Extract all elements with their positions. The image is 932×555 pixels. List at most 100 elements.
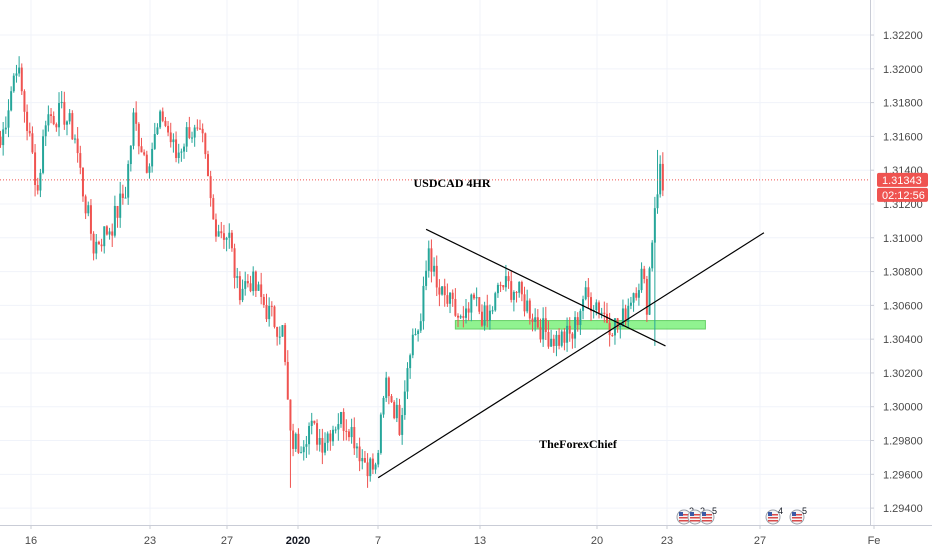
candle <box>161 107 164 123</box>
candle <box>324 432 327 456</box>
candle <box>294 432 297 452</box>
price-axis[interactable]: 1.29400 1.29600 1.29800 1.30000 1.30200 1.304… <box>870 30 923 515</box>
candle <box>214 213 217 242</box>
candle-body <box>289 399 292 431</box>
candle-body <box>161 111 164 121</box>
candle-body <box>643 268 646 279</box>
candle-body <box>377 452 380 465</box>
candle <box>153 122 156 150</box>
candle-body <box>55 124 58 128</box>
candle-body <box>302 446 305 453</box>
candle-body <box>132 112 135 146</box>
price-tick-label: 1.30600 <box>883 300 923 312</box>
trendline-rising-support[interactable] <box>377 232 765 479</box>
flag-canton <box>792 512 796 516</box>
candle <box>169 122 172 148</box>
candle <box>366 453 369 488</box>
candle-body <box>483 305 486 326</box>
candle-body <box>175 139 178 159</box>
candle <box>73 134 76 144</box>
candle <box>454 288 457 317</box>
trendline-falling-resistance[interactable] <box>425 228 666 347</box>
candle-body <box>414 334 417 336</box>
candle <box>488 304 491 330</box>
candle <box>523 286 526 317</box>
candle <box>276 326 279 346</box>
event-count-label: 5 <box>712 506 717 516</box>
candle <box>598 300 600 319</box>
candle <box>417 329 420 342</box>
candle-body <box>76 138 79 154</box>
candle <box>7 99 10 138</box>
us-flag-event-icon[interactable]: 5 <box>789 506 807 525</box>
us-flag-event-icon[interactable]: 4 <box>765 506 783 525</box>
candle <box>172 133 175 153</box>
candle <box>515 291 518 303</box>
flag-canton <box>690 512 694 516</box>
candle <box>18 56 21 77</box>
flag-stripe <box>679 514 689 516</box>
candle-body <box>425 270 428 286</box>
candle <box>97 240 100 245</box>
candle-body <box>619 325 622 328</box>
candle-body <box>111 231 114 236</box>
candle-body <box>217 231 220 237</box>
candle-body <box>193 127 196 138</box>
candle <box>180 148 183 162</box>
candle-body <box>379 414 382 453</box>
candle <box>467 302 470 321</box>
time-tick-label: 7 <box>375 535 381 547</box>
grid-lines <box>0 0 875 525</box>
candle-body <box>121 193 124 199</box>
candle <box>560 329 563 348</box>
candle <box>238 271 241 305</box>
candle <box>321 428 324 465</box>
price-tick-label: 1.31000 <box>883 233 923 245</box>
us-flag-event-icon[interactable]: 5 <box>699 506 717 525</box>
trendlines-layer <box>0 179 870 479</box>
axes-layer <box>0 0 932 526</box>
candle <box>44 120 47 147</box>
candle <box>568 317 571 342</box>
flag-stripe <box>792 520 802 522</box>
candle <box>603 301 606 323</box>
candle-body <box>329 433 332 442</box>
candle-body <box>68 113 71 122</box>
price-label: 1.31343 <box>882 175 922 187</box>
candle <box>111 223 114 247</box>
candle-body <box>44 125 47 137</box>
current-price-labels: 1.31343 02:12:56 <box>877 172 928 202</box>
candle-body <box>308 426 311 445</box>
candle <box>116 205 119 228</box>
candle-body <box>555 334 558 347</box>
candle-body <box>148 166 151 173</box>
candle <box>398 398 401 436</box>
candle-body <box>127 164 130 198</box>
candle-body <box>637 290 640 298</box>
candle-body <box>286 361 289 400</box>
candle <box>228 223 231 249</box>
candle-body <box>587 287 590 298</box>
candle <box>318 429 321 452</box>
candle-body <box>52 115 55 125</box>
candle <box>332 425 334 446</box>
candle <box>457 313 460 328</box>
candle <box>496 282 499 298</box>
candle <box>252 266 255 296</box>
time-axis[interactable]: 16 23 27 2020 7 13 20 23 27 Fe <box>25 525 881 547</box>
candle-body <box>204 133 207 155</box>
candle <box>308 422 311 455</box>
candle <box>87 201 90 217</box>
candle <box>262 294 265 308</box>
candle <box>536 309 539 329</box>
candle-body <box>257 284 260 291</box>
time-tick-label: 2020 <box>286 535 310 547</box>
candle <box>526 289 529 314</box>
candle-body <box>73 138 76 140</box>
candle-body <box>382 397 385 415</box>
candle-body <box>417 330 420 335</box>
candle <box>39 168 42 198</box>
candle <box>499 281 502 293</box>
candle-body <box>507 276 510 282</box>
